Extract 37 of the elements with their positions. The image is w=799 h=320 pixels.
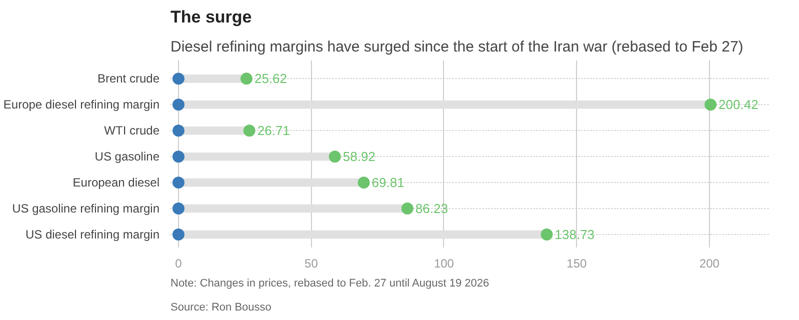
y-tick-label: Europe diesel refining margin: [3, 98, 160, 112]
y-tick-label: WTI crude: [104, 124, 160, 138]
x-tick-label: 0: [175, 256, 182, 270]
y-tick-label: US diesel refining margin: [25, 228, 160, 242]
point: [172, 150, 184, 163]
source-note: Source: Ron Bousso: [170, 302, 272, 314]
data-label: 26.71: [257, 123, 290, 138]
x-tick-label: 100: [434, 256, 454, 270]
data-label: 200.42: [718, 97, 758, 112]
y-tick-label: US gasoline refining margin: [12, 202, 160, 216]
point: [172, 176, 184, 189]
point: [240, 72, 252, 85]
point: [172, 124, 184, 137]
point: [401, 202, 414, 215]
data-label: 25.62: [254, 71, 288, 86]
point: [540, 228, 553, 241]
point: [243, 124, 256, 137]
x-tick-label: 150: [566, 256, 588, 270]
data-label: 86.23: [415, 201, 448, 216]
point: [328, 150, 341, 163]
text: Note: Changes in prices, rebased to Feb. 27 until August 19 2026: [170, 278, 490, 290]
point: [172, 98, 184, 111]
chart-subtitle: Diesel refining margins have surged since the start of the Iran war (rebased to Feb 27): [170, 38, 744, 56]
point: [704, 98, 717, 111]
point: [172, 72, 184, 85]
y-tick-label: European diesel: [72, 176, 160, 190]
point: [172, 202, 184, 215]
chart-title: The surge: [170, 8, 252, 26]
data-label: 69.81: [372, 175, 404, 190]
point: [358, 176, 370, 189]
point: [172, 228, 184, 241]
x-tick-label: 200: [699, 256, 720, 270]
x-tick-label: 50: [304, 256, 318, 270]
data-label: 58.92: [342, 149, 376, 164]
y-tick-label: US gasoline: [94, 150, 160, 164]
y-tick-label: Brent crude: [97, 72, 160, 86]
data-label: 138.73: [554, 227, 595, 242]
